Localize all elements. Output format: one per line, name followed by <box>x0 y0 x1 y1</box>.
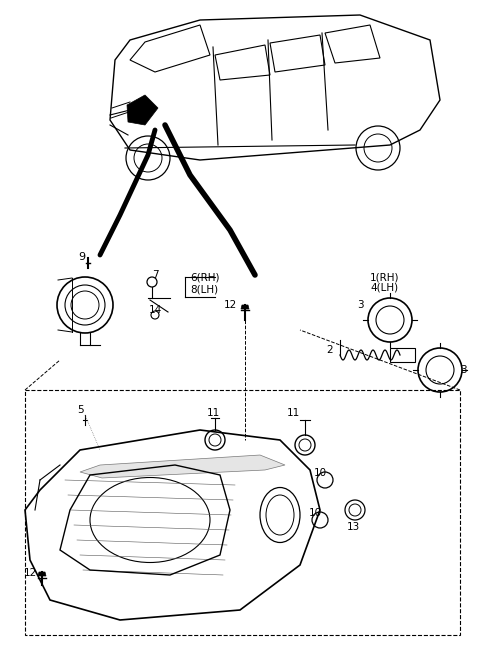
Text: 11: 11 <box>206 408 220 418</box>
Polygon shape <box>80 455 285 478</box>
Polygon shape <box>241 305 249 309</box>
Text: 1(RH): 1(RH) <box>370 272 399 282</box>
Text: 4(LH): 4(LH) <box>370 283 398 293</box>
Polygon shape <box>127 95 158 125</box>
Text: 9: 9 <box>78 252 85 262</box>
Text: 8(LH): 8(LH) <box>190 285 218 295</box>
Text: 10: 10 <box>313 468 326 478</box>
Text: 6(RH): 6(RH) <box>190 272 219 282</box>
Text: 3: 3 <box>357 300 363 310</box>
Text: 3: 3 <box>460 365 467 375</box>
Text: 7: 7 <box>152 270 158 280</box>
Polygon shape <box>38 572 46 576</box>
Text: 5: 5 <box>77 405 84 415</box>
Text: 12: 12 <box>223 300 237 310</box>
Text: 14: 14 <box>148 305 162 315</box>
Text: 13: 13 <box>347 522 360 532</box>
Text: 2: 2 <box>327 345 333 355</box>
Text: 12: 12 <box>24 568 36 578</box>
Text: 11: 11 <box>287 408 300 418</box>
Text: 10: 10 <box>309 508 322 518</box>
